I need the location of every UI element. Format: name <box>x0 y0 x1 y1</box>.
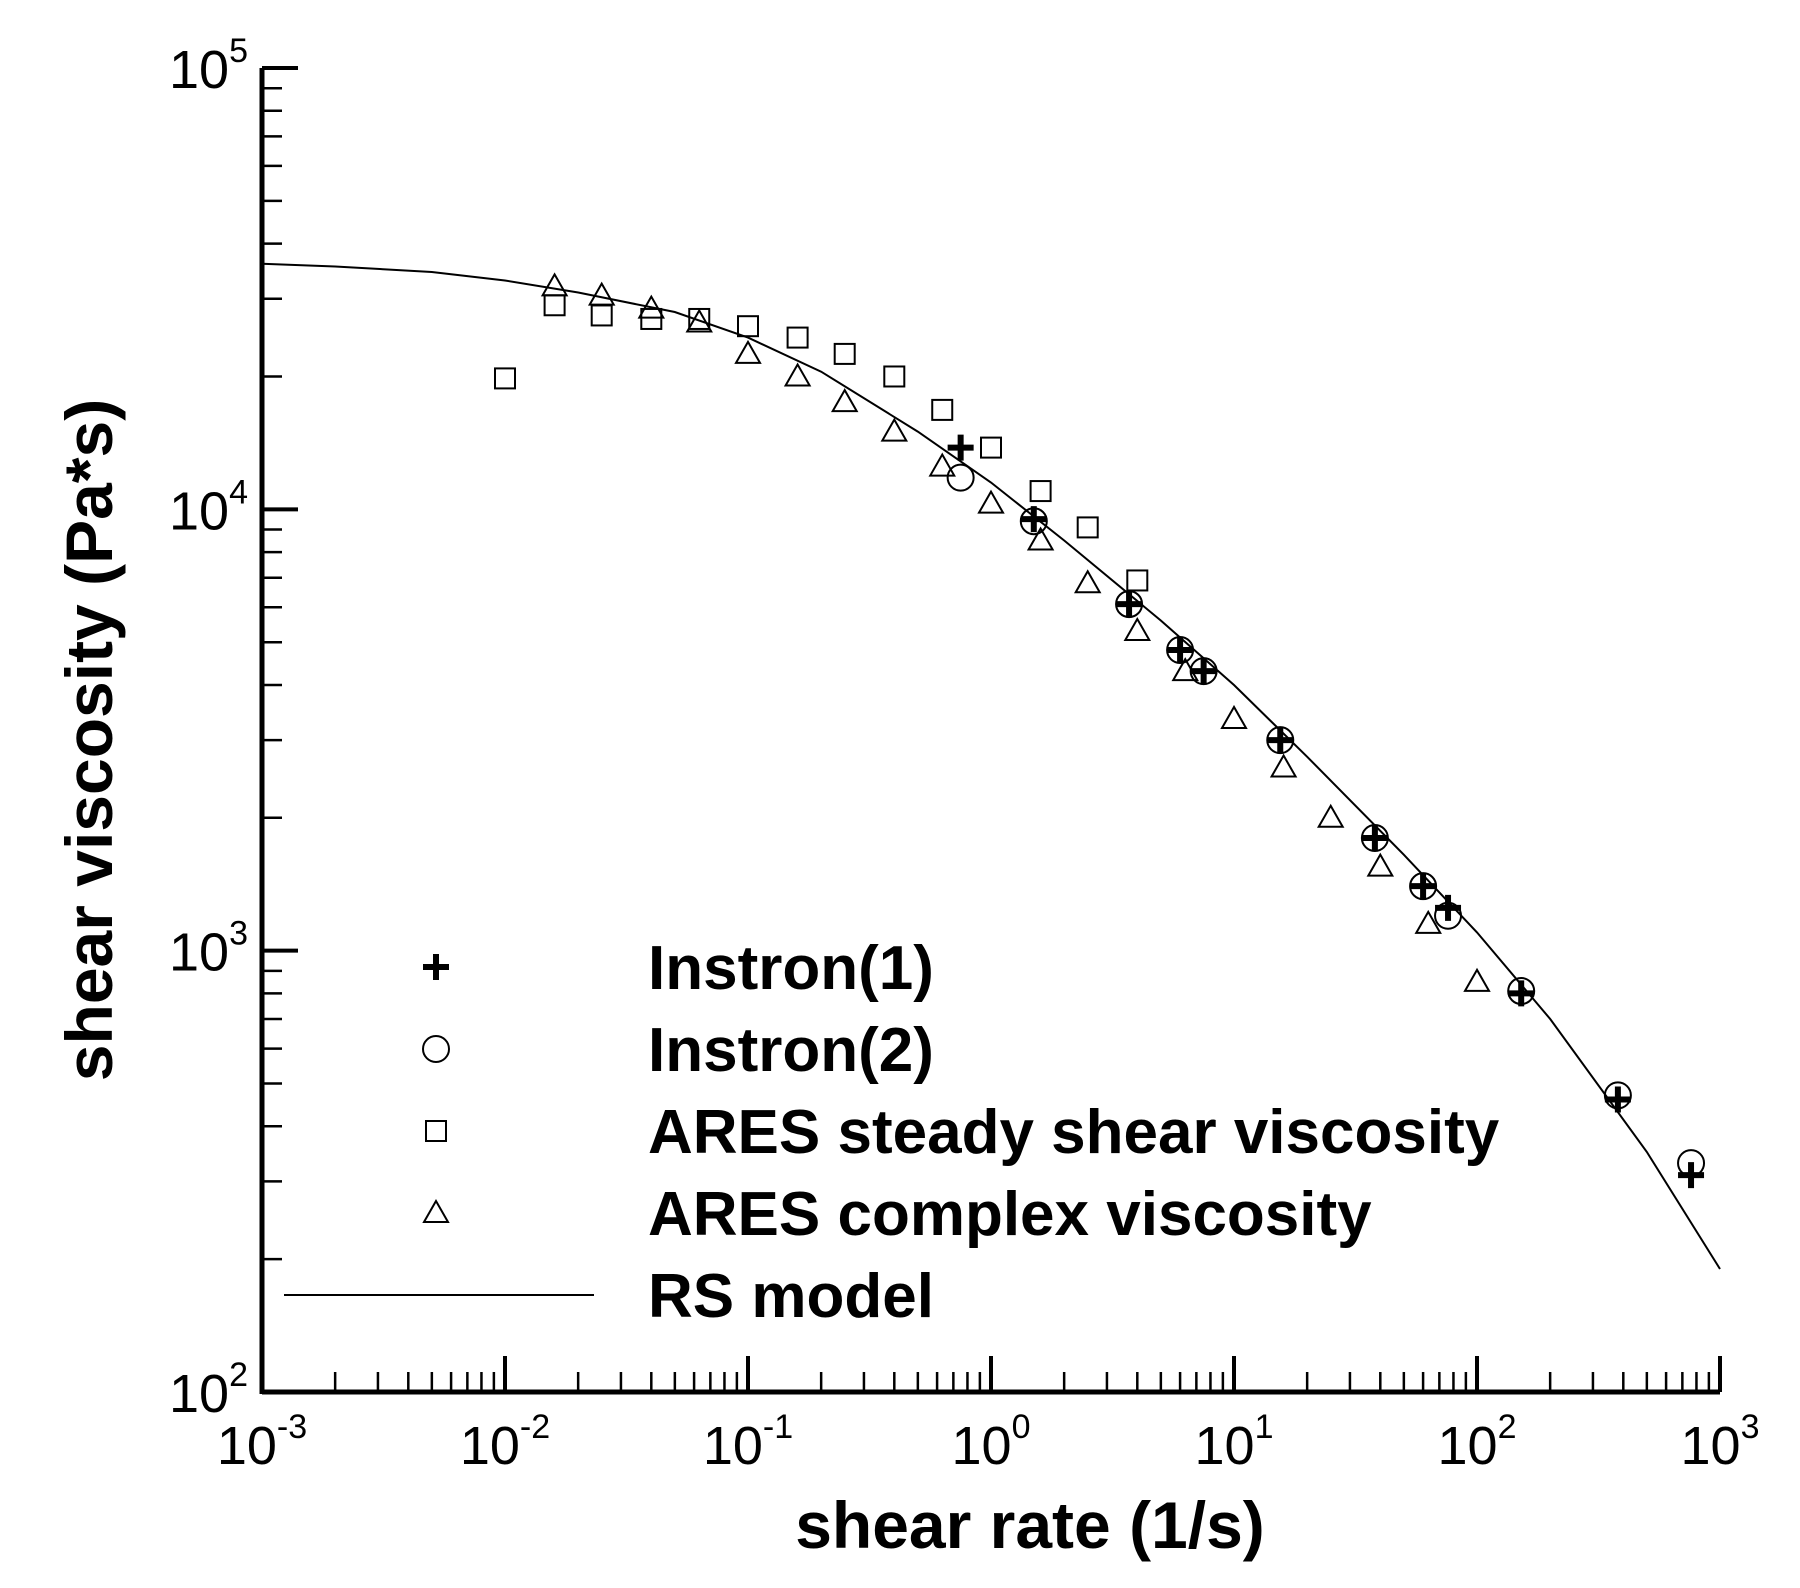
data-point-ares-complex-viscosity <box>1073 569 1102 594</box>
x-tick-label: 101 <box>1195 1408 1274 1476</box>
x-tick-label-base: 10 <box>1438 1416 1498 1476</box>
data-point-instron-1 <box>1508 980 1535 1007</box>
data-point-instron-1 <box>1167 637 1194 664</box>
data-point-ares-complex-viscosity <box>783 362 812 387</box>
legend-label-instron-1: Instron(1) <box>648 934 934 1003</box>
y-tick-label-base: 10 <box>169 40 229 100</box>
x-tick-label-exponent: -1 <box>763 1408 793 1446</box>
y-tick-label-base: 10 <box>169 481 229 541</box>
data-point-ares-steady-shear-viscosity <box>1126 569 1149 592</box>
x-tick-label-base: 10 <box>952 1416 1012 1476</box>
data-point-instron-1 <box>1361 825 1388 852</box>
x-axis-title: shear rate (1/s) <box>795 1488 1265 1562</box>
y-tick-label-exponent: 4 <box>229 473 248 511</box>
legend-symbol-ares-complex-viscosity <box>422 1198 450 1223</box>
data-point-ares-steady-shear-viscosity <box>980 436 1002 459</box>
y-tick-label-exponent: 3 <box>229 915 248 953</box>
data-point-instron-1 <box>947 434 974 461</box>
y-tick-label-base: 10 <box>169 923 229 983</box>
data-point-ares-steady-shear-viscosity <box>931 398 954 421</box>
x-tick-label-base: 10 <box>1681 1416 1741 1476</box>
data-point-instron-1 <box>1020 506 1047 533</box>
data-point-ares-complex-viscosity <box>1123 617 1152 642</box>
data-point-ares-steady-shear-viscosity <box>737 315 759 338</box>
data-point-ares-steady-shear-viscosity <box>494 367 516 390</box>
data-point-ares-complex-viscosity <box>540 272 569 297</box>
legend-label-ares-complex-viscosity: ARES complex viscosity <box>648 1180 1372 1249</box>
x-tick-label-base: 10 <box>1195 1416 1255 1476</box>
x-tick-label: 103 <box>1681 1408 1760 1476</box>
data-point-ares-complex-viscosity <box>1463 967 1491 992</box>
legend-symbol-instron-2 <box>422 1035 450 1063</box>
data-point-instron-1 <box>1678 1162 1705 1189</box>
x-tick-label: 10-1 <box>703 1408 793 1476</box>
data-point-ares-complex-viscosity <box>587 281 616 306</box>
data-point-ares-complex-viscosity <box>1220 704 1248 729</box>
data-point-ares-complex-viscosity <box>830 388 859 413</box>
legend-symbol-instron-1 <box>423 954 449 980</box>
data-point-instron-1 <box>1116 591 1143 618</box>
data-point-ares-complex-viscosity <box>1414 909 1442 934</box>
y-tick-label: 104 <box>169 473 248 541</box>
x-tick-label-exponent: 3 <box>1741 1408 1760 1446</box>
y-axis-title: shear viscosity (Pa*s) <box>52 399 126 1081</box>
legend: Instron(1) Instron(2) ARES steady shear vi… <box>284 934 1500 1331</box>
x-tick-label: 100 <box>952 1408 1031 1476</box>
data-point-instron-1 <box>1435 894 1462 921</box>
legend-symbol-ares-steady-shear-viscosity <box>425 1120 447 1142</box>
x-tick-label-exponent: 2 <box>1498 1408 1517 1446</box>
data-point-ares-steady-shear-viscosity <box>833 342 856 365</box>
x-tick-label-base: 10 <box>703 1416 763 1476</box>
x-tick-label-exponent: -3 <box>277 1408 307 1446</box>
y-tick-label: 105 <box>169 32 248 100</box>
legend-label-instron-2: Instron(2) <box>648 1016 934 1085</box>
data-point-ares-steady-shear-viscosity <box>883 365 906 388</box>
data-point-instron-2 <box>946 463 975 492</box>
data-point-ares-complex-viscosity <box>637 294 666 319</box>
data-point-ares-complex-viscosity <box>1366 852 1395 877</box>
x-tick-label: 10-2 <box>460 1408 550 1476</box>
x-tick-label: 102 <box>1438 1408 1517 1476</box>
x-tick-label-exponent: 0 <box>1012 1408 1031 1446</box>
legend-label-rs-model: RS model <box>648 1262 934 1331</box>
data-point-ares-complex-viscosity <box>1026 526 1055 551</box>
data-point-ares-complex-viscosity <box>928 452 956 477</box>
data-point-ares-steady-shear-viscosity <box>786 326 809 349</box>
legend-label-ares-steady-shear-viscosity: ARES steady shear viscosity <box>648 1098 1500 1167</box>
data-point-instron-1 <box>1604 1086 1631 1113</box>
series-line-rs-model <box>261 262 1721 1270</box>
data-layer <box>261 262 1721 1270</box>
data-point-ares-complex-viscosity <box>685 308 713 333</box>
data-point-ares-steady-shear-viscosity <box>1076 516 1099 539</box>
data-point-ares-complex-viscosity <box>1269 753 1298 778</box>
x-tick-label-base: 10 <box>217 1416 277 1476</box>
x-tick-label-exponent: 1 <box>1255 1408 1274 1446</box>
y-tick-label: 103 <box>169 915 248 983</box>
data-point-ares-complex-viscosity <box>880 417 909 442</box>
x-tick-label: 10-3 <box>217 1408 307 1476</box>
x-tick-label-base: 10 <box>460 1416 520 1476</box>
data-point-ares-complex-viscosity <box>977 489 1005 514</box>
data-point-ares-complex-viscosity <box>1316 803 1345 828</box>
y-tick-label-base: 10 <box>169 1364 229 1424</box>
data-point-ares-complex-viscosity <box>734 339 762 364</box>
y-tick-label-exponent: 5 <box>229 32 248 70</box>
y-tick-label-exponent: 2 <box>229 1356 248 1394</box>
y-tick-label: 102 <box>169 1356 248 1424</box>
x-tick-label-exponent: -2 <box>520 1408 550 1446</box>
data-point-instron-1 <box>1410 873 1437 900</box>
data-point-ares-steady-shear-viscosity <box>640 307 663 330</box>
data-point-ares-steady-shear-viscosity <box>1029 480 1052 503</box>
data-point-instron-1 <box>1190 658 1217 685</box>
data-point-instron-1 <box>1267 727 1294 754</box>
